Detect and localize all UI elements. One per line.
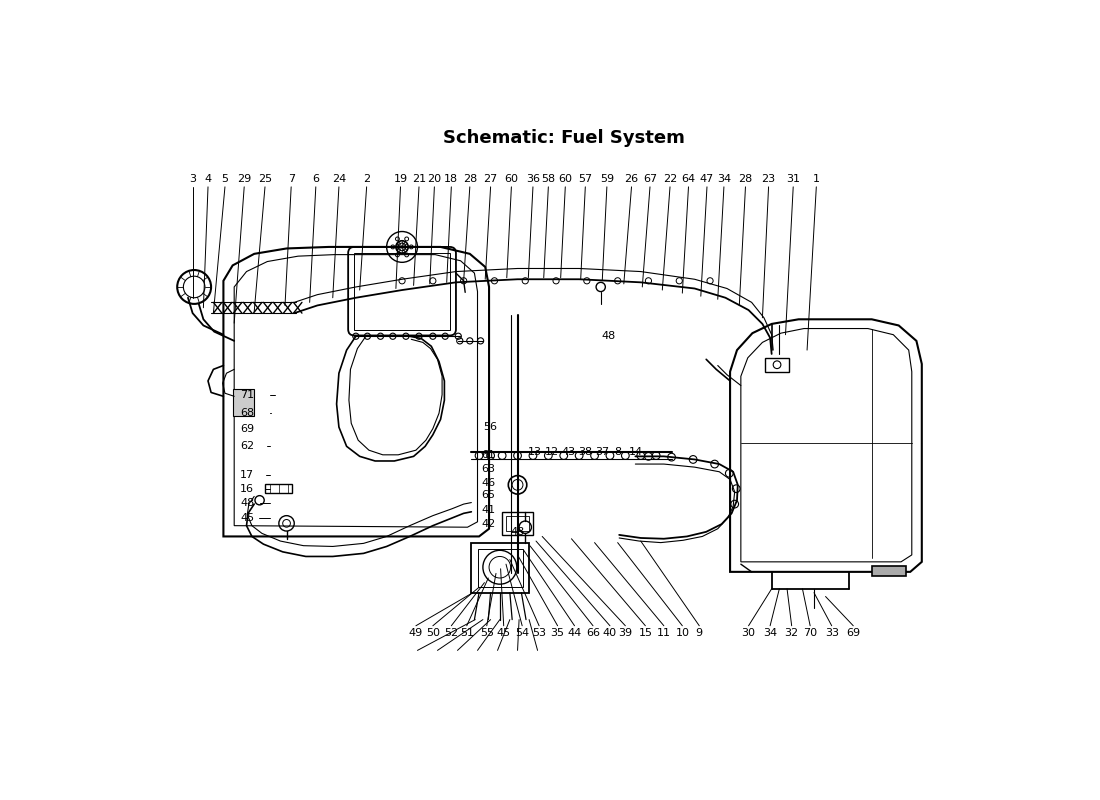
Text: 61: 61 <box>482 450 495 460</box>
Text: 70: 70 <box>803 629 817 638</box>
Text: 28: 28 <box>463 174 477 184</box>
Bar <box>477 549 522 587</box>
Text: 8: 8 <box>614 446 622 457</box>
Text: 27: 27 <box>484 174 497 184</box>
Text: 24: 24 <box>332 174 346 184</box>
Text: 34: 34 <box>763 629 778 638</box>
Text: 48: 48 <box>602 331 616 342</box>
Text: 32: 32 <box>784 629 799 638</box>
Text: 55: 55 <box>480 629 494 638</box>
Text: 58: 58 <box>541 174 556 184</box>
Text: 51: 51 <box>460 629 474 638</box>
Text: 56: 56 <box>483 422 497 432</box>
Text: 30: 30 <box>741 629 756 638</box>
Text: 45: 45 <box>240 513 254 523</box>
Text: 65: 65 <box>482 490 495 500</box>
Text: 63: 63 <box>482 464 495 474</box>
Text: 1: 1 <box>813 174 820 184</box>
Text: 59: 59 <box>600 174 614 184</box>
Text: 6: 6 <box>312 174 319 184</box>
Text: 18: 18 <box>444 174 459 184</box>
Text: 47: 47 <box>700 174 714 184</box>
Text: 36: 36 <box>526 174 540 184</box>
Text: 16: 16 <box>240 484 254 494</box>
Text: 40: 40 <box>603 629 617 638</box>
Text: 2: 2 <box>363 174 371 184</box>
Bar <box>766 358 789 372</box>
Text: 69: 69 <box>240 424 254 434</box>
Bar <box>506 516 529 531</box>
Text: 29: 29 <box>238 174 251 184</box>
Text: 28: 28 <box>738 174 752 184</box>
Text: 71: 71 <box>240 390 254 400</box>
Bar <box>354 253 450 330</box>
Text: 42: 42 <box>481 519 495 529</box>
Text: 67: 67 <box>642 174 657 184</box>
Text: 66: 66 <box>586 629 600 638</box>
Text: 53: 53 <box>532 629 546 638</box>
Text: 38: 38 <box>579 446 593 457</box>
Text: 44: 44 <box>568 629 582 638</box>
Bar <box>265 484 292 494</box>
Text: 22: 22 <box>663 174 678 184</box>
Bar <box>871 566 906 577</box>
Bar <box>472 542 529 593</box>
Text: 48: 48 <box>510 527 525 537</box>
Text: 64: 64 <box>681 174 695 184</box>
Text: 68: 68 <box>240 408 254 418</box>
Text: 46: 46 <box>481 478 495 488</box>
Text: Schematic: Fuel System: Schematic: Fuel System <box>443 129 684 146</box>
Text: 5: 5 <box>221 174 229 184</box>
Text: 49: 49 <box>409 629 424 638</box>
Text: 60: 60 <box>505 174 518 184</box>
Text: 34: 34 <box>717 174 732 184</box>
Text: 33: 33 <box>825 629 838 638</box>
Text: 37: 37 <box>595 446 609 457</box>
Text: 60: 60 <box>559 174 572 184</box>
Bar <box>502 512 534 535</box>
Text: 26: 26 <box>625 174 639 184</box>
Text: 25: 25 <box>257 174 272 184</box>
Text: 39: 39 <box>618 629 632 638</box>
Text: 17: 17 <box>240 470 254 480</box>
Text: 14: 14 <box>629 446 644 457</box>
Text: 13: 13 <box>528 446 541 457</box>
Text: 52: 52 <box>444 629 459 638</box>
Text: 9: 9 <box>695 629 703 638</box>
Text: 10: 10 <box>675 629 690 638</box>
Text: 19: 19 <box>394 174 408 184</box>
Text: 50: 50 <box>426 629 440 638</box>
Text: 31: 31 <box>786 174 800 184</box>
Text: 35: 35 <box>551 629 564 638</box>
Text: 11: 11 <box>657 629 671 638</box>
Text: 57: 57 <box>579 174 593 184</box>
Text: 15: 15 <box>638 629 652 638</box>
Text: 69: 69 <box>846 629 860 638</box>
Text: 4: 4 <box>205 174 211 184</box>
Text: 41: 41 <box>481 506 495 515</box>
Text: 21: 21 <box>411 174 426 184</box>
Text: 48: 48 <box>240 498 254 507</box>
Text: 43: 43 <box>561 446 575 457</box>
Text: 62: 62 <box>240 442 254 451</box>
Text: 20: 20 <box>427 174 441 184</box>
Text: 12: 12 <box>544 446 559 457</box>
Text: 45: 45 <box>496 629 510 638</box>
Text: 7: 7 <box>287 174 295 184</box>
Text: 3: 3 <box>189 174 196 184</box>
Text: 54: 54 <box>515 629 529 638</box>
Text: 23: 23 <box>761 174 776 184</box>
Bar <box>233 389 254 415</box>
